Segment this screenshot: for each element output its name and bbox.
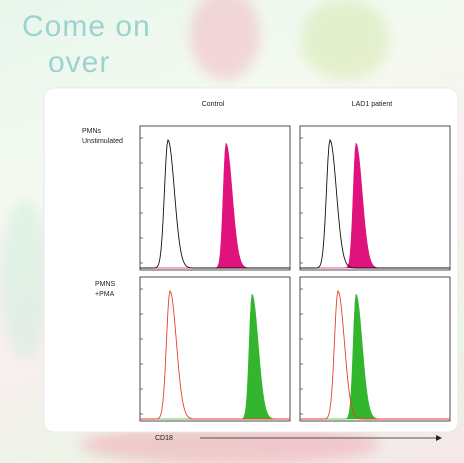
histogram-outline xyxy=(140,138,290,269)
histogram-outline xyxy=(300,138,450,269)
background-shape xyxy=(190,0,260,80)
histogram-outline xyxy=(300,289,450,420)
histogram-panel xyxy=(139,276,291,422)
background-shape xyxy=(0,200,50,360)
row-label: Unstimulated xyxy=(82,138,123,145)
axis-arrow-head xyxy=(436,435,442,441)
histogram-panel xyxy=(299,125,451,271)
histogram-panel xyxy=(139,125,291,271)
x-axis-label: CD18 xyxy=(155,435,173,442)
background-shape xyxy=(300,0,390,80)
row-label: PMNS xyxy=(95,281,116,288)
histogram-outline xyxy=(140,289,290,420)
row-label: PMNs xyxy=(82,128,102,135)
column-header: Control xyxy=(202,101,225,108)
column-header: LAD1 patient xyxy=(352,101,393,108)
background-title: over xyxy=(48,46,111,79)
background-title: Come on xyxy=(22,10,151,43)
row-label: +PMA xyxy=(95,291,115,298)
histogram-panel xyxy=(299,276,451,422)
